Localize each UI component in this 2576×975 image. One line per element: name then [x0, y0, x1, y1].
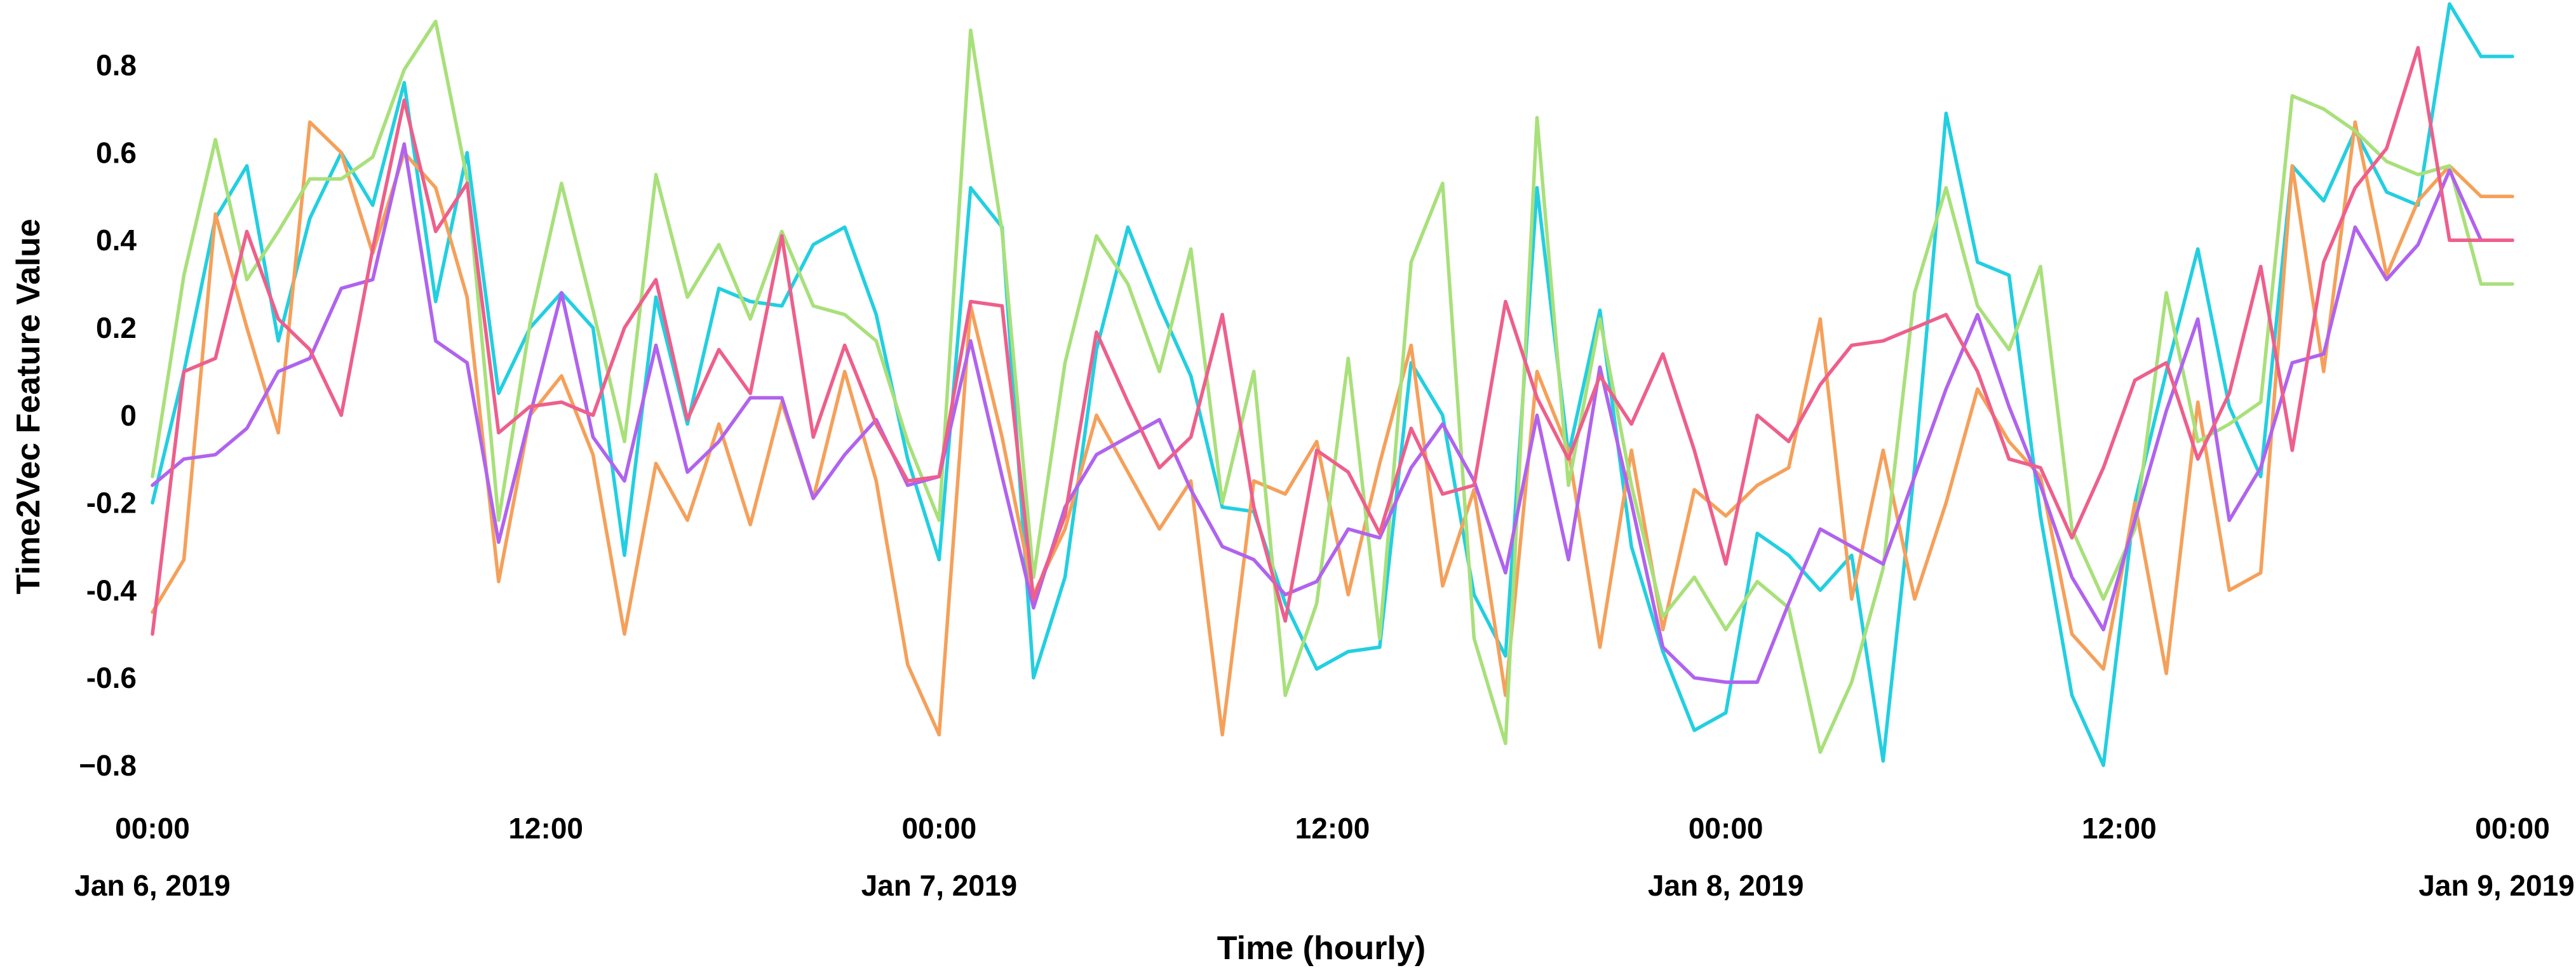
- y-tick-label: 0.8: [96, 49, 137, 82]
- y-tick-label: -0.2: [86, 487, 137, 520]
- y-tick-label: 0.4: [96, 224, 137, 257]
- x-tick-date-label: Jan 9, 2019: [2418, 869, 2575, 902]
- x-tick-time-label: 00:00: [2475, 812, 2550, 845]
- x-tick-date-label: Jan 6, 2019: [74, 869, 231, 902]
- y-axis-title: Time2Vec Feature Value: [10, 219, 47, 595]
- x-tick-time-label: 12:00: [508, 812, 583, 845]
- y-tick-label: −0.8: [79, 749, 137, 782]
- series-lines: [151, 2, 2514, 767]
- series-line-orange: [151, 120, 2514, 737]
- x-tick-date-label: Jan 7, 2019: [861, 869, 1018, 902]
- x-tick-date-label: Jan 8, 2019: [1648, 869, 1804, 902]
- y-tick-label: -0.4: [86, 574, 137, 607]
- x-axis-title: Time (hourly): [1217, 930, 1426, 967]
- x-tick-time-label: 00:00: [115, 812, 190, 845]
- x-tick-time-label: 00:00: [902, 812, 977, 845]
- y-tick-label: 0.2: [96, 311, 137, 344]
- x-tick-time-label: 00:00: [1689, 812, 1763, 845]
- x-axis-ticks: 00:00 Jan 6, 2019 12:00 00:00 Jan 7, 2019 12:…: [74, 812, 2575, 902]
- series-line-purple: [151, 142, 2514, 684]
- x-tick-time-label: 12:00: [2082, 812, 2157, 845]
- x-tick-time-label: 12:00: [1295, 812, 1370, 845]
- y-axis-ticks: 0.8 0.6 0.4 0.2 0 -0.2 -0.4 -0.6 −0.8: [79, 49, 137, 782]
- series-line-green: [151, 20, 2514, 754]
- y-tick-label: -0.6: [86, 661, 137, 694]
- series-line-cyan: [151, 2, 2514, 767]
- series-line-pink: [151, 46, 2514, 636]
- y-tick-label: 0: [120, 399, 137, 432]
- y-tick-label: 0.6: [96, 136, 137, 169]
